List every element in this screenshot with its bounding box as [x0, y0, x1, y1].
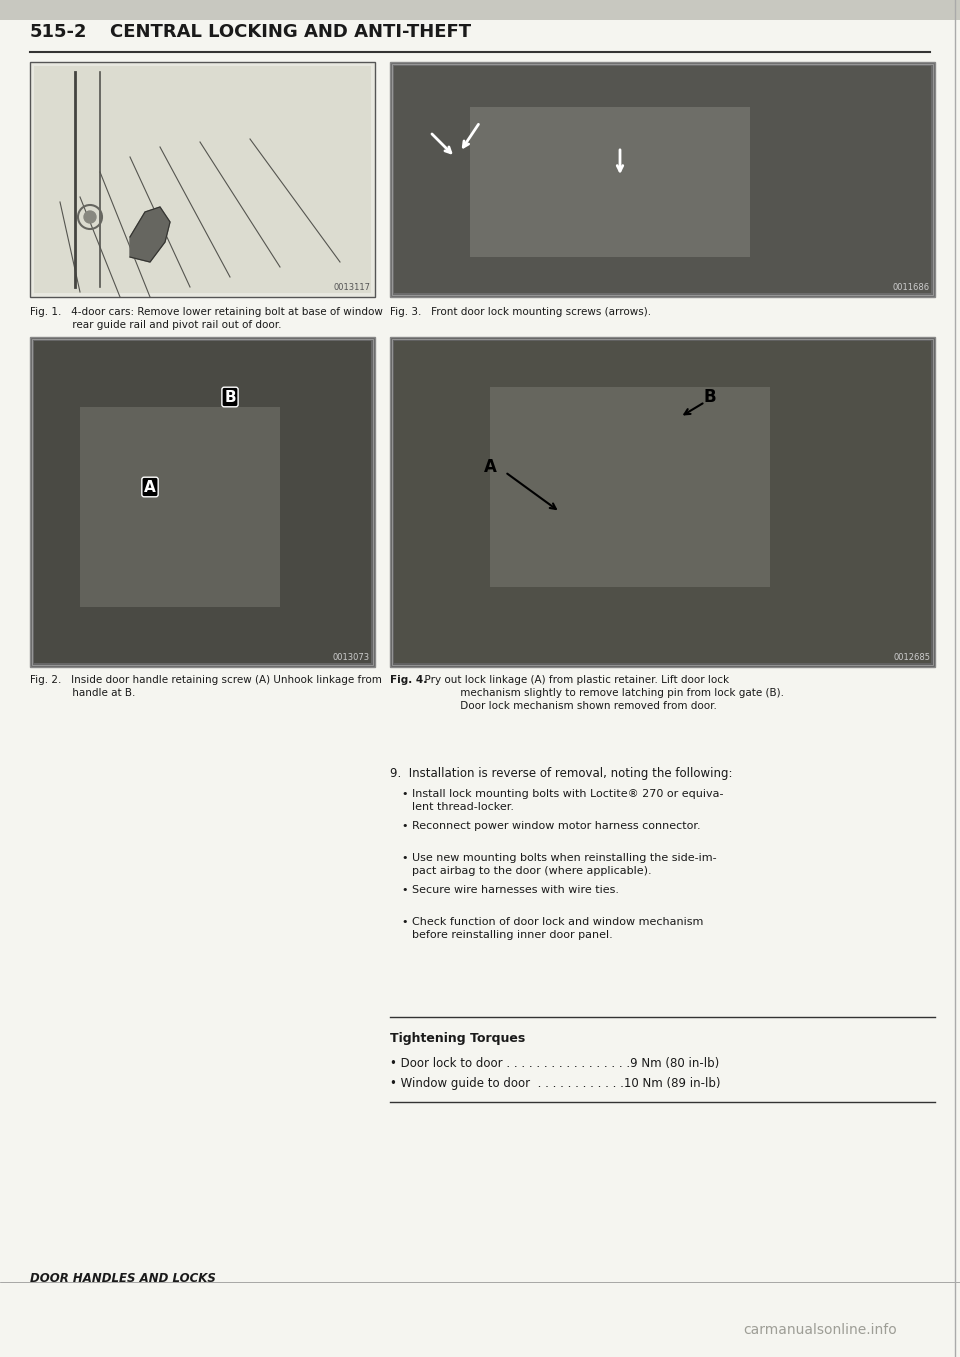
Bar — [0, 0, 960, 20]
Text: • Secure wire harnesses with wire ties.: • Secure wire harnesses with wire ties. — [402, 885, 619, 896]
Text: 0013117: 0013117 — [333, 284, 370, 292]
Polygon shape — [130, 208, 170, 262]
Text: • Reconnect power window motor harness connector.: • Reconnect power window motor harness c… — [402, 821, 701, 830]
Bar — [470, 107, 750, 256]
Text: Fig. 2.   Inside door handle retaining screw (A) Unhook linkage from
           : Fig. 2. Inside door handle retaining scr… — [30, 674, 382, 699]
Bar — [392, 64, 933, 294]
Text: carmanualsonline.info: carmanualsonline.info — [743, 1323, 897, 1337]
Text: Fig. 1.   4-door cars: Remove lower retaining bolt at base of window
           : Fig. 1. 4-door cars: Remove lower retain… — [30, 307, 383, 330]
Text: • Door lock to door . . . . . . . . . . . . . . . . .9 Nm (80 in-lb): • Door lock to door . . . . . . . . . . … — [390, 1057, 719, 1071]
Text: Fig. 3.   Front door lock mounting screws (arrows).: Fig. 3. Front door lock mounting screws … — [390, 307, 651, 318]
Text: pact airbag to the door (where applicable).: pact airbag to the door (where applicabl… — [412, 866, 652, 877]
Text: 0013073: 0013073 — [333, 653, 370, 662]
Bar — [34, 66, 371, 293]
Text: • Check function of door lock and window mechanism: • Check function of door lock and window… — [402, 917, 704, 927]
Bar — [490, 387, 770, 588]
Circle shape — [84, 210, 96, 223]
Text: A: A — [144, 479, 156, 494]
Text: • Use new mounting bolts when reinstalling the side-im-: • Use new mounting bolts when reinstalli… — [402, 854, 716, 863]
Bar — [394, 341, 931, 664]
Text: 0011686: 0011686 — [893, 284, 930, 292]
Text: B: B — [225, 389, 236, 404]
Text: before reinstalling inner door panel.: before reinstalling inner door panel. — [412, 930, 612, 940]
Bar — [80, 407, 280, 607]
Bar — [32, 339, 373, 665]
Text: • Install lock mounting bolts with Loctite® 270 or equiva-: • Install lock mounting bolts with Locti… — [402, 788, 724, 799]
Text: Pry out lock linkage (A) from plastic retainer. Lift door lock
             mech: Pry out lock linkage (A) from plastic re… — [418, 674, 784, 711]
Bar — [394, 66, 931, 293]
Text: 515-2: 515-2 — [30, 23, 87, 41]
Text: Tightening Torques: Tightening Torques — [390, 1033, 525, 1045]
Text: Fig. 4.: Fig. 4. — [390, 674, 427, 685]
Bar — [392, 339, 933, 665]
Text: 0012685: 0012685 — [893, 653, 930, 662]
Text: 9.  Installation is reverse of removal, noting the following:: 9. Installation is reverse of removal, n… — [390, 767, 732, 780]
Bar — [30, 337, 375, 668]
Text: • Window guide to door  . . . . . . . . . . . .10 Nm (89 in-lb): • Window guide to door . . . . . . . . .… — [390, 1077, 721, 1090]
Bar — [34, 341, 371, 664]
Bar — [390, 62, 935, 297]
Bar — [30, 62, 375, 297]
Text: A: A — [484, 459, 496, 476]
Text: lent thread-locker.: lent thread-locker. — [412, 802, 514, 811]
Text: B: B — [704, 388, 716, 406]
Text: DOOR HANDLES AND LOCKS: DOOR HANDLES AND LOCKS — [30, 1272, 216, 1285]
Bar — [390, 337, 935, 668]
Text: CENTRAL LOCKING AND ANTI-THEFT: CENTRAL LOCKING AND ANTI-THEFT — [110, 23, 471, 41]
